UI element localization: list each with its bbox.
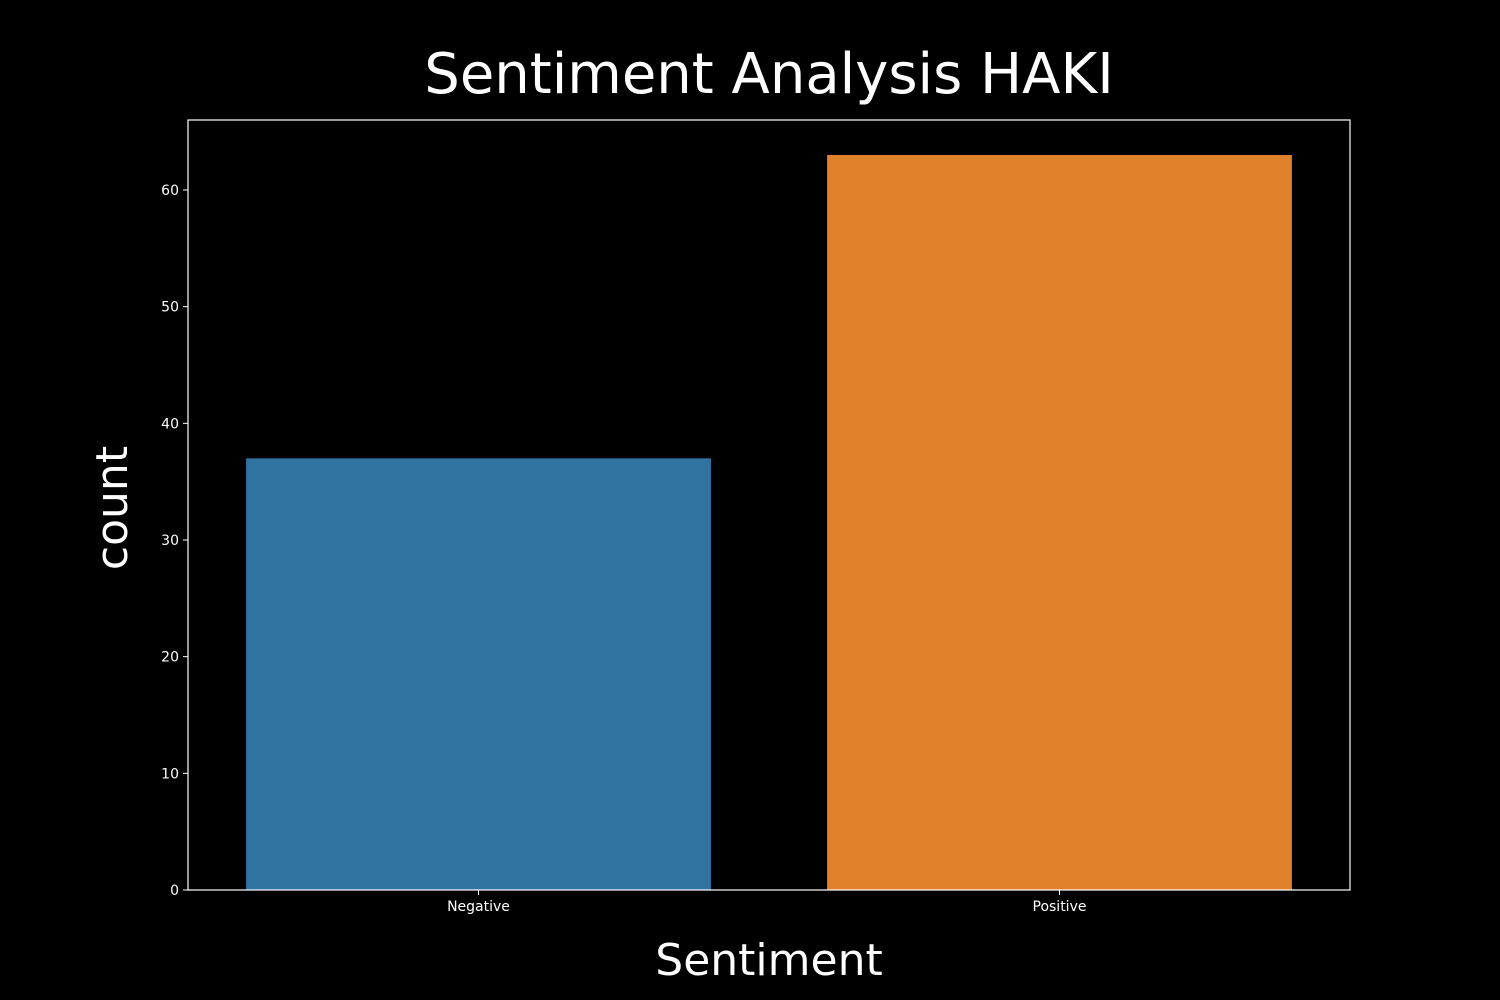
chart-title: Sentiment Analysis HAKI <box>424 42 1113 107</box>
y-tick-label-10: 10 <box>161 766 179 782</box>
y-tick-label-0: 0 <box>170 883 179 899</box>
bar-positive <box>827 155 1292 890</box>
plot-frame <box>187 119 1351 891</box>
y-tick-label-40: 40 <box>161 416 179 432</box>
x-axis-label: Sentiment <box>655 935 882 986</box>
y-tick-label-50: 50 <box>161 300 179 316</box>
x-tick-label-negative: Negative <box>447 899 510 915</box>
y-tick-label-30: 30 <box>161 533 179 549</box>
y-tick-label-20: 20 <box>161 650 179 666</box>
y-axis-ticks: 0 10 20 30 40 50 60 <box>161 183 188 899</box>
y-tick-label-60: 60 <box>161 183 179 199</box>
x-axis-ticks: Negative Positive <box>447 890 1086 915</box>
bars-layer <box>246 155 1292 890</box>
x-tick-label-positive: Positive <box>1033 899 1087 915</box>
bar-negative <box>246 458 711 890</box>
y-axis-label: count <box>87 446 138 570</box>
